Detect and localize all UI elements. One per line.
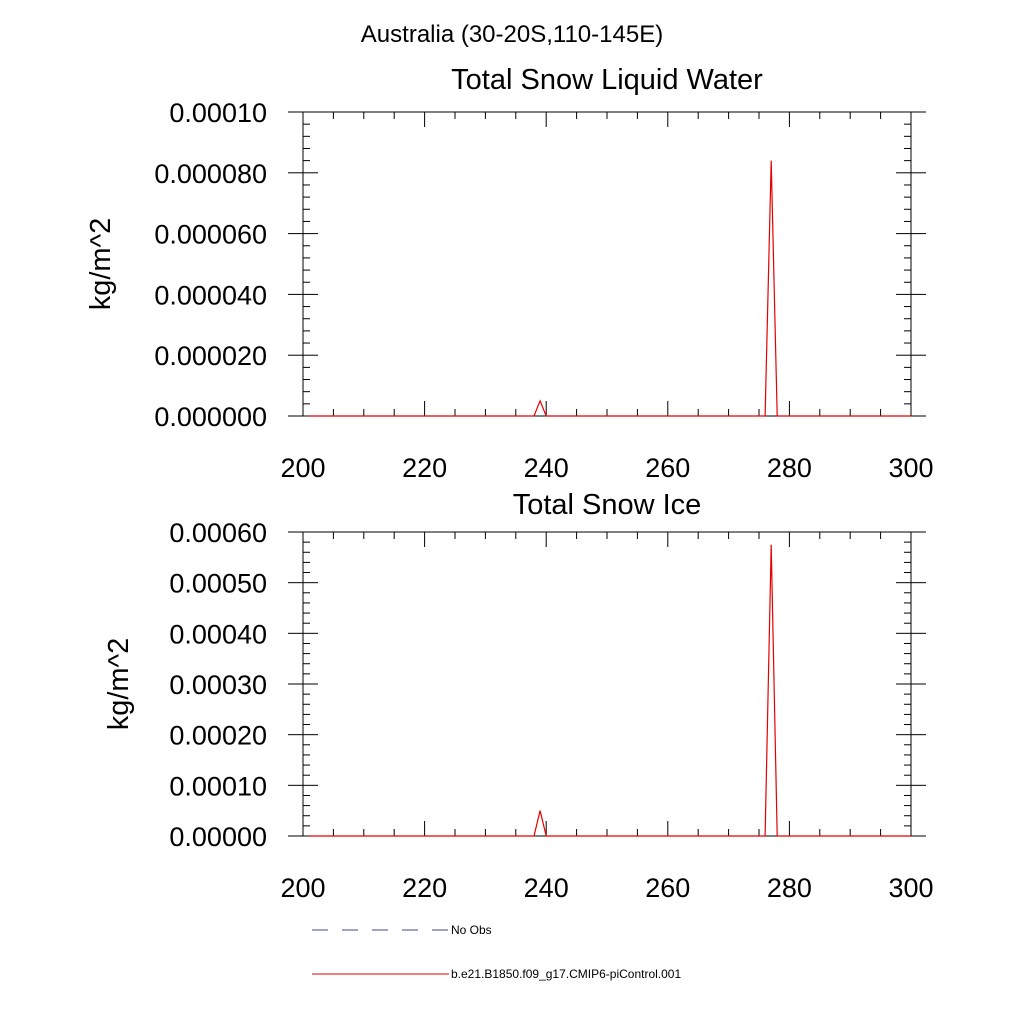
y-tick-label: 0.000020 (154, 341, 267, 371)
y-tick-label: 0.00040 (169, 619, 267, 649)
x-tick-label: 260 (645, 453, 690, 483)
legend: No Obs b.e21.B1850.f09_g17.CMIP6-piContr… (312, 923, 681, 981)
chart-panel-bottom: Total Snow Ice kg/m^2 200 220 240 260 280 300… (103, 489, 934, 903)
y-tick-label: 0.00030 (169, 670, 267, 700)
legend-item-no-obs: No Obs (312, 923, 492, 937)
plot-frame (302, 531, 912, 837)
x-tick-label: 280 (767, 453, 812, 483)
x-tick-label: 220 (402, 873, 447, 903)
y-tick-label: 0.000080 (154, 159, 267, 189)
x-tick-label: 280 (767, 873, 812, 903)
chart-title-bottom: Total Snow Ice (513, 489, 702, 521)
y-tick-label: 0.00050 (169, 569, 267, 599)
legend-item-model: b.e21.B1850.f09_g17.CMIP6-piControl.001 (312, 967, 681, 981)
plot-frame (302, 111, 912, 417)
legend-label-model: b.e21.B1850.f09_g17.CMIP6-piControl.001 (451, 967, 681, 981)
figure-suptitle: Australia (30-20S,110-145E) (361, 21, 663, 48)
y-tick-label: 0.000060 (154, 220, 267, 250)
x-tick-label: 200 (280, 453, 325, 483)
y-tick-label: 0.000040 (154, 280, 267, 310)
y-tick-label: 0.00020 (169, 721, 267, 751)
x-tick-label: 200 (280, 873, 325, 903)
y-tick-label: 0.00010 (169, 771, 267, 801)
x-tick-label: 300 (888, 453, 933, 483)
plot-area-bottom: 200 220 240 260 280 300 0.00000 0.00010 0.00020 0… (169, 518, 933, 903)
plot-area-top: 200 220 240 260 280 300 0.000000 0.000020 0.0000… (154, 98, 933, 483)
x-tick-label: 240 (524, 453, 569, 483)
series-line-bottom (309, 544, 911, 837)
x-tick-label: 300 (888, 873, 933, 903)
y-tick-label: 0.00000 (169, 822, 267, 852)
y-tick-label: 0.00010 (169, 98, 267, 128)
y-tick-label: 0.00060 (169, 518, 267, 548)
chart-title-top: Total Snow Liquid Water (451, 64, 763, 96)
x-tick-label: 240 (524, 873, 569, 903)
y-tick-label: 0.000000 (154, 402, 267, 432)
chart-panel-top: Total Snow Liquid Water kg/m^2 200 220 240… (85, 64, 934, 483)
y-axis-label-top: kg/m^2 (85, 218, 117, 311)
series-line-top (309, 160, 911, 417)
legend-label-no-obs: No Obs (451, 923, 492, 937)
y-axis-label-bottom: kg/m^2 (103, 638, 135, 731)
x-tick-label: 260 (645, 873, 690, 903)
x-tick-label: 220 (402, 453, 447, 483)
